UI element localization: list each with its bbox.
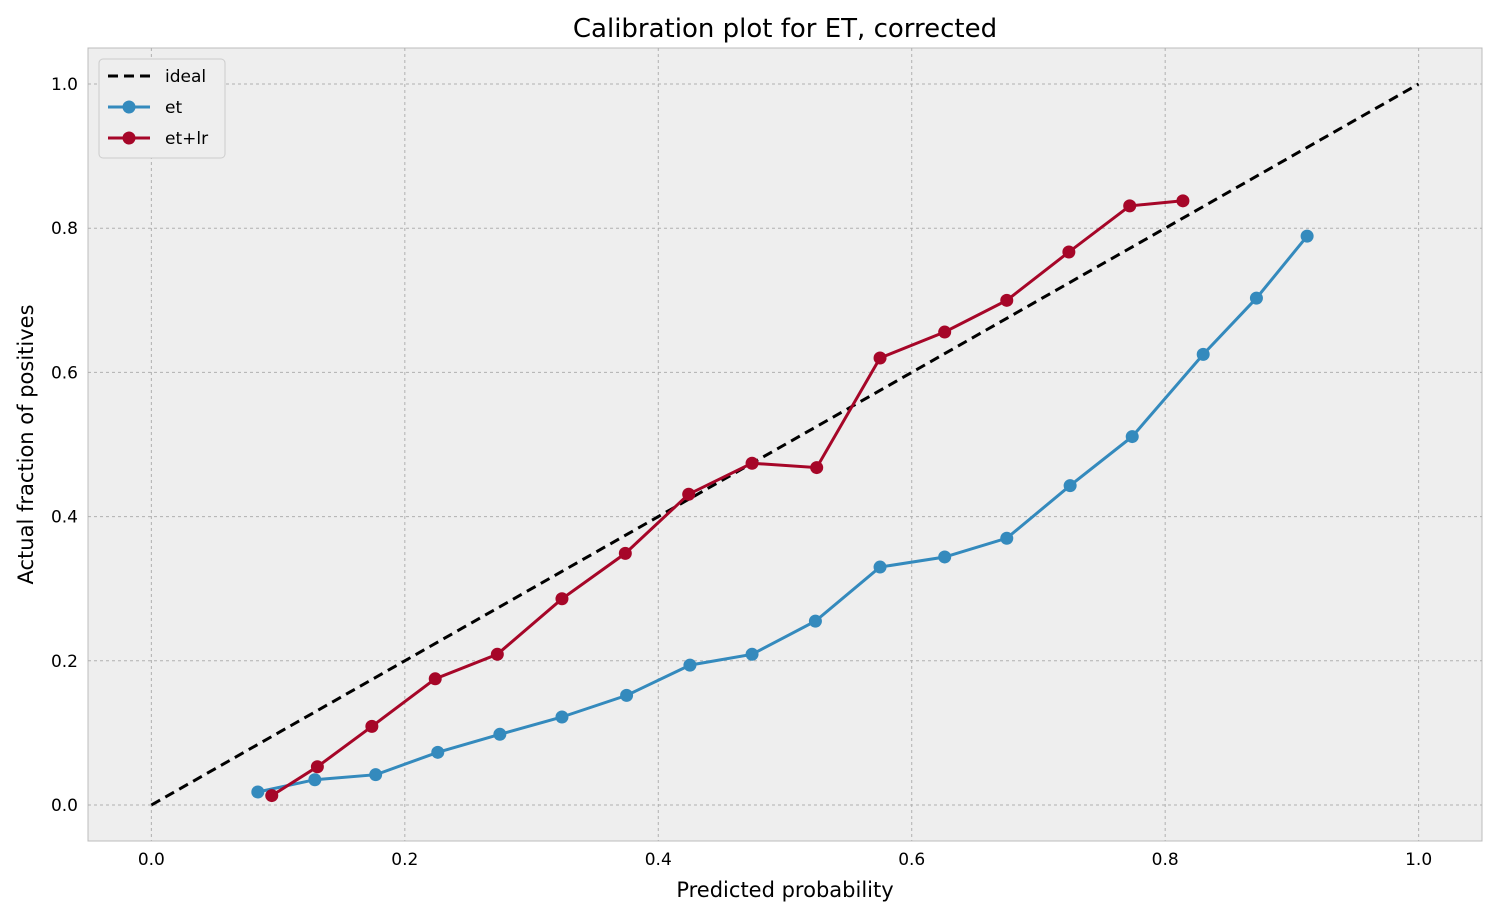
data-point [618,546,632,560]
data-point [251,785,265,799]
y-tick-label: 0.2 [51,652,78,672]
data-point [1000,531,1014,545]
x-tick-label: 0.4 [645,850,672,870]
data-point [1000,293,1014,307]
y-ticks: 0.0 0.2 0.4 0.6 0.8 1.0 [51,75,78,816]
data-point [682,487,696,501]
legend-label: et+lr [165,129,208,149]
x-tick-label: 0.8 [1152,850,1179,870]
data-point [938,325,952,339]
y-tick-label: 0.4 [51,508,78,528]
legend-label: ideal [165,67,206,87]
x-tick-label: 1.0 [1405,850,1432,870]
data-point [683,658,697,672]
data-point [745,456,759,470]
series-line [270,199,1184,797]
data-point [310,760,324,774]
data-point [1176,194,1190,208]
series-et+lr [265,194,1190,803]
y-axis-label: Actual fraction of positives [14,304,38,584]
data-point [810,461,824,475]
data-point [493,727,507,741]
grid [88,48,1482,841]
x-ticks: 0.0 0.2 0.4 0.6 0.8 1.0 [138,850,1432,870]
data-point [1123,199,1137,213]
chart-title: Calibration plot for ET, corrected [573,14,997,44]
legend-item: ideal [108,67,206,87]
legend-marker [122,131,136,145]
data-point [1300,229,1314,243]
legend-marker [122,100,136,114]
data-point [808,614,822,628]
data-point [431,745,445,759]
data-point [369,768,383,782]
y-tick-label: 0.0 [51,796,78,816]
series-layer [150,82,1420,807]
legend-label: et [165,98,182,118]
data-point [265,789,279,803]
data-point [555,592,569,606]
legend: ideal et et+lr [98,58,226,159]
data-point [1063,479,1077,493]
x-tick-label: 0.6 [898,850,925,870]
legend-item: et+lr [108,129,208,149]
data-point [428,672,442,686]
data-point [745,647,759,661]
y-tick-label: 0.8 [51,219,78,239]
data-point [1196,347,1210,361]
data-point [873,351,887,365]
series-ideal [150,82,1420,807]
y-tick-label: 0.6 [51,363,78,383]
x-tick-label: 0.0 [138,850,165,870]
series-line [150,82,1420,807]
data-point [1249,291,1263,305]
data-point [490,647,504,661]
x-tick-label: 0.2 [391,850,418,870]
data-point [1125,430,1139,444]
series-line [257,235,1309,794]
series-et [251,229,1314,799]
data-point [365,719,379,733]
legend-item: et [108,98,182,118]
data-point [873,560,887,574]
data-point [1062,245,1076,259]
data-point [620,688,634,702]
data-point [308,773,322,787]
data-point [938,550,952,564]
data-point [555,710,569,724]
y-tick-label: 1.0 [51,75,78,95]
x-axis-label: Predicted probability [676,878,893,902]
